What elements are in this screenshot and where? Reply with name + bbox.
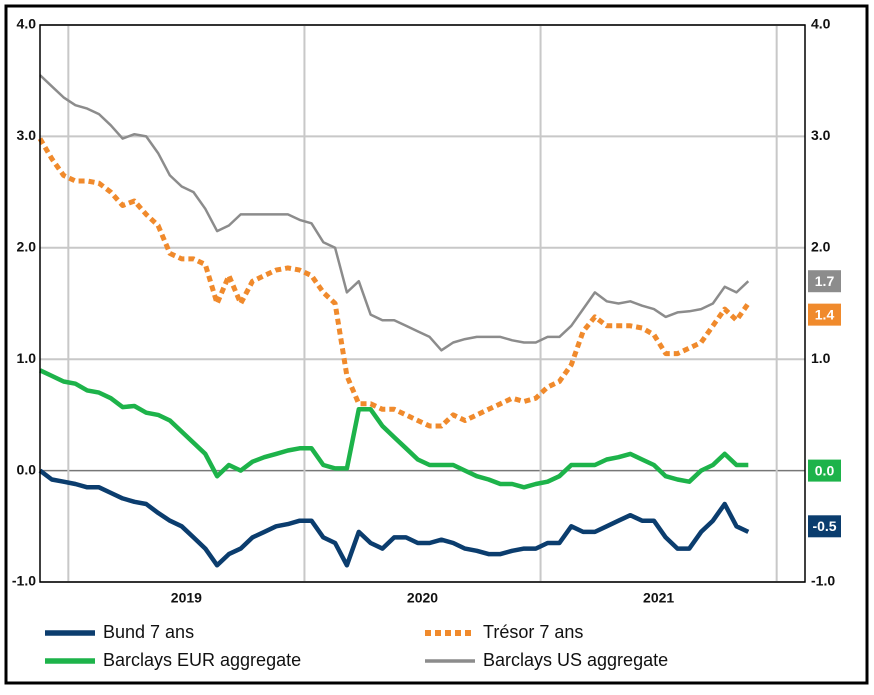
y-tick-label: 1.0 <box>17 350 37 366</box>
end-label: 1.7 <box>815 273 835 289</box>
y2-tick-label: 1.0 <box>811 350 831 366</box>
x-tick-label: 2021 <box>643 590 674 606</box>
series-line <box>39 368 749 490</box>
end-label: -0.5 <box>812 518 836 534</box>
y2-tick-label: 3.0 <box>811 127 831 143</box>
y2-tick-label: -1.0 <box>811 573 835 589</box>
y-tick-label: 3.0 <box>17 127 37 143</box>
series-line <box>37 137 751 429</box>
x-tick-label: 2020 <box>407 590 438 606</box>
legend-label: Barclays EUR aggregate <box>103 650 301 670</box>
end-label-box <box>808 515 841 538</box>
frame <box>4 4 869 685</box>
series-line <box>39 74 750 352</box>
legend-label: Bund 7 ans <box>103 622 194 642</box>
y2-tick-label: 4.0 <box>811 16 831 32</box>
end-label: 1.4 <box>815 306 835 322</box>
legend-label: Barclays US aggregate <box>483 650 668 670</box>
series-line <box>38 468 750 568</box>
end-label-box <box>808 459 841 482</box>
end-label: 0.0 <box>815 462 835 478</box>
end-label-box <box>808 270 841 293</box>
y-tick-label: 2.0 <box>17 239 37 255</box>
y-tick-label: 4.0 <box>17 16 37 32</box>
x-tick-label: 2019 <box>171 590 202 606</box>
y-tick-label: 0.0 <box>17 461 37 477</box>
end-label-box <box>808 303 841 326</box>
legend-label: Trésor 7 ans <box>483 622 583 642</box>
plot-border <box>39 24 806 583</box>
y2-tick-label: 2.0 <box>811 239 831 255</box>
y-tick-label: -1.0 <box>12 573 36 589</box>
